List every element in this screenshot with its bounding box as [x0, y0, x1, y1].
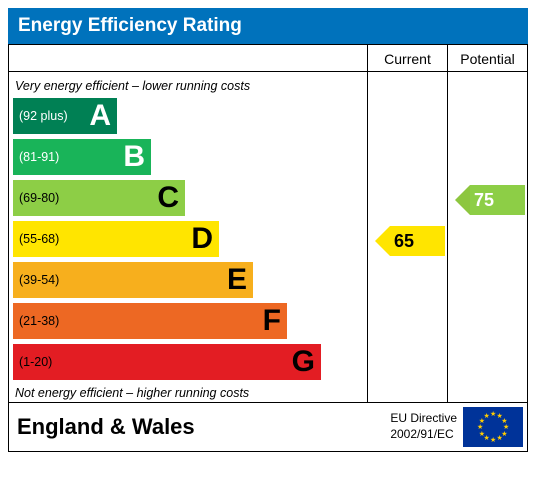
band-row-b: (81-91) B [9, 137, 367, 177]
eu-star: ★ [497, 434, 503, 442]
band-row-c: (69-80) C [9, 178, 367, 218]
current-arrow: 65 [390, 226, 445, 256]
band-range: (69-80) [19, 191, 59, 205]
chart-title: Energy Efficiency Rating [8, 8, 528, 44]
band-range: (21-38) [19, 314, 59, 328]
eu-flag-icon: ★★★★★★★★★★★★ [463, 407, 523, 447]
band-letter: B [123, 142, 145, 172]
eu-star: ★ [490, 410, 496, 418]
band-row-e: (39-54) E [9, 260, 367, 300]
band-letter: G [292, 347, 315, 377]
bands-column: Very energy efficient – lower running co… [9, 72, 367, 402]
band-row-g: (1-20) G [9, 342, 367, 382]
eu-star: ★ [490, 436, 496, 444]
top-note: Very energy efficient – lower running co… [9, 76, 367, 96]
band-e: (39-54) E [13, 262, 253, 298]
header-potential: Potential [447, 45, 527, 71]
band-range: (55-68) [19, 232, 59, 246]
band-range: (39-54) [19, 273, 59, 287]
band-letter: F [263, 306, 281, 336]
potential-column: 75 [447, 72, 527, 402]
band-b: (81-91) B [13, 139, 151, 175]
epc-chart: Energy Efficiency Rating Current Potenti… [0, 0, 536, 502]
header-current: Current [367, 45, 447, 71]
footer-region: England & Wales [9, 414, 390, 440]
band-range: (1-20) [19, 355, 52, 369]
band-a: (92 plus) A [13, 98, 117, 134]
band-row-d: (55-68) D [9, 219, 367, 259]
band-letter: C [157, 183, 179, 213]
band-range: (92 plus) [19, 109, 68, 123]
band-g: (1-20) G [13, 344, 321, 380]
band-d: (55-68) D [13, 221, 219, 257]
band-f: (21-38) F [13, 303, 287, 339]
potential-arrow: 75 [470, 185, 525, 215]
band-letter: A [89, 101, 111, 131]
body-row: Very energy efficient – lower running co… [9, 72, 527, 402]
directive-line1: EU Directive [390, 411, 457, 427]
band-row-a: (92 plus) A [9, 96, 367, 136]
band-letter: D [191, 224, 213, 254]
current-value: 65 [394, 231, 414, 252]
band-row-f: (21-38) F [9, 301, 367, 341]
header-empty [9, 45, 367, 71]
directive-line2: 2002/91/EC [390, 427, 457, 443]
header-row: Current Potential [9, 44, 527, 72]
current-column: 65 [367, 72, 447, 402]
band-c: (69-80) C [13, 180, 185, 216]
band-range: (81-91) [19, 150, 59, 164]
eu-star: ★ [484, 412, 490, 420]
footer-row: England & Wales EU Directive 2002/91/EC … [8, 402, 528, 452]
footer-directive: EU Directive 2002/91/EC [390, 411, 463, 442]
potential-value: 75 [474, 190, 494, 211]
band-letter: E [227, 265, 247, 295]
bottom-note: Not energy efficient – higher running co… [9, 383, 367, 403]
